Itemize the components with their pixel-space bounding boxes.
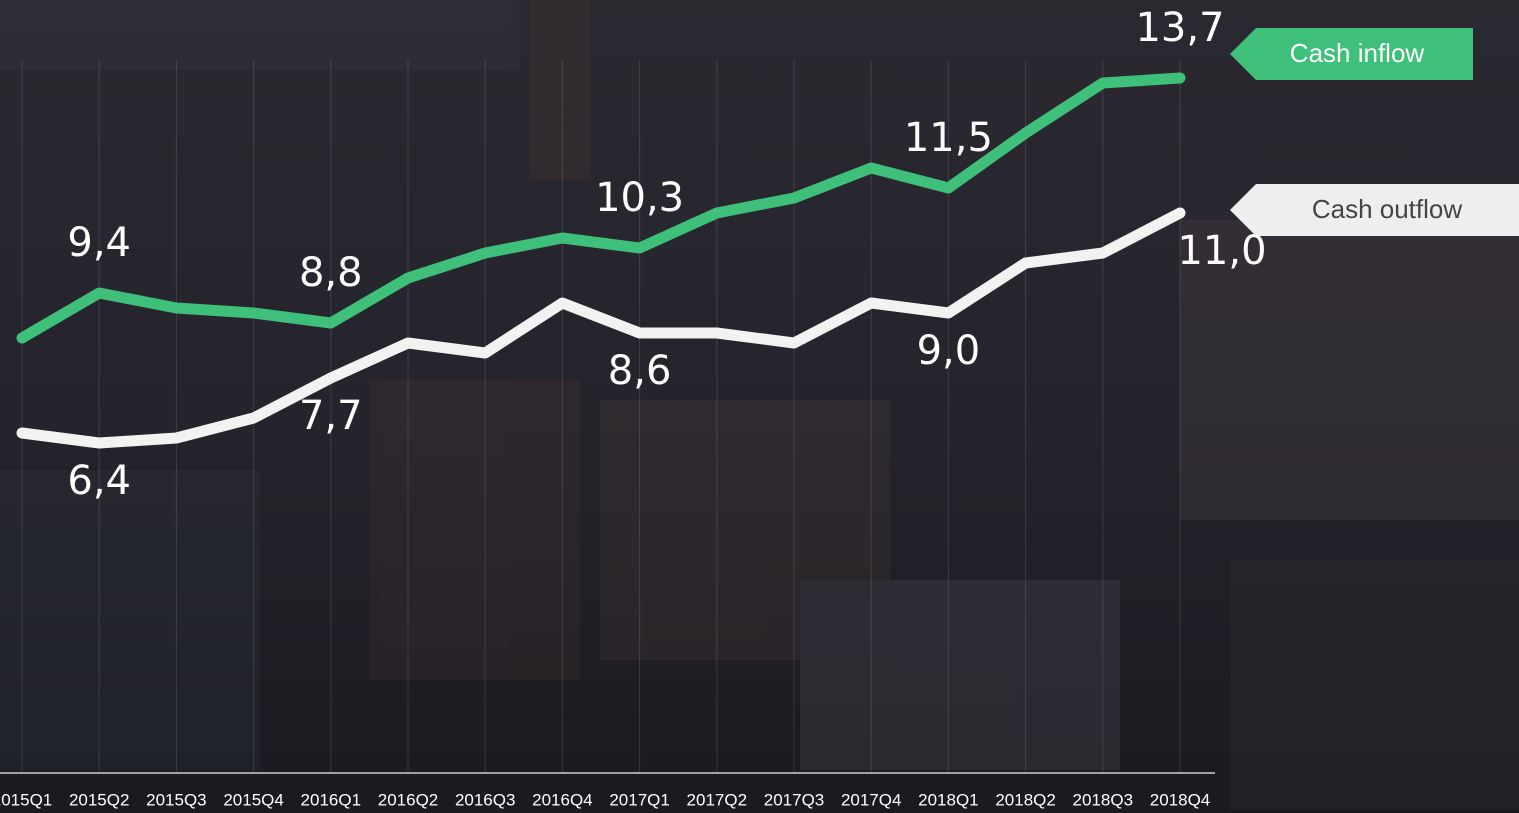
legend-label: Cash inflow [1290,38,1425,68]
x-tick-label: 2017Q3 [764,790,825,809]
data-label: 13,7 [1135,5,1224,51]
data-label: 7,7 [299,393,363,439]
x-tick-label: 2018Q4 [1150,790,1211,809]
x-tick-label: 2017Q1 [609,790,670,809]
data-label: 10,3 [595,175,684,221]
x-tick-label: 2016Q2 [378,790,439,809]
data-label: 6,4 [67,458,131,504]
legend: Cash inflow Cash outflow [1230,28,1519,236]
legend-tag [1230,28,1473,80]
x-tick-label: 2016Q1 [301,790,362,809]
data-label: 11,5 [904,115,993,161]
series-line [16,72,1186,344]
data-label: 11,0 [1177,228,1266,274]
x-tick-label: 2018Q3 [1073,790,1134,809]
x-tick-label: 2017Q2 [687,790,748,809]
x-tick-label: 2017Q4 [841,790,902,809]
data-label: 8,8 [299,250,363,296]
data-label: 8,6 [608,348,672,394]
x-tick-label: 2018Q1 [918,790,979,809]
x-tick-label: 2016Q3 [455,790,516,809]
x-tick-label: 2015Q4 [223,790,284,809]
x-tick-label: 2016Q4 [532,790,593,809]
x-tick-label: 2015Q2 [69,790,130,809]
x-tick-label: 2015Q3 [146,790,207,809]
legend-tag [1230,184,1519,236]
series-line [16,207,1186,449]
x-tick-label: 2015Q1 [0,790,52,809]
legend-label: Cash outflow [1312,194,1463,224]
data-label: 9,0 [917,328,981,374]
x-tick-label: 2018Q2 [995,790,1056,809]
data-label: 9,4 [67,220,131,266]
